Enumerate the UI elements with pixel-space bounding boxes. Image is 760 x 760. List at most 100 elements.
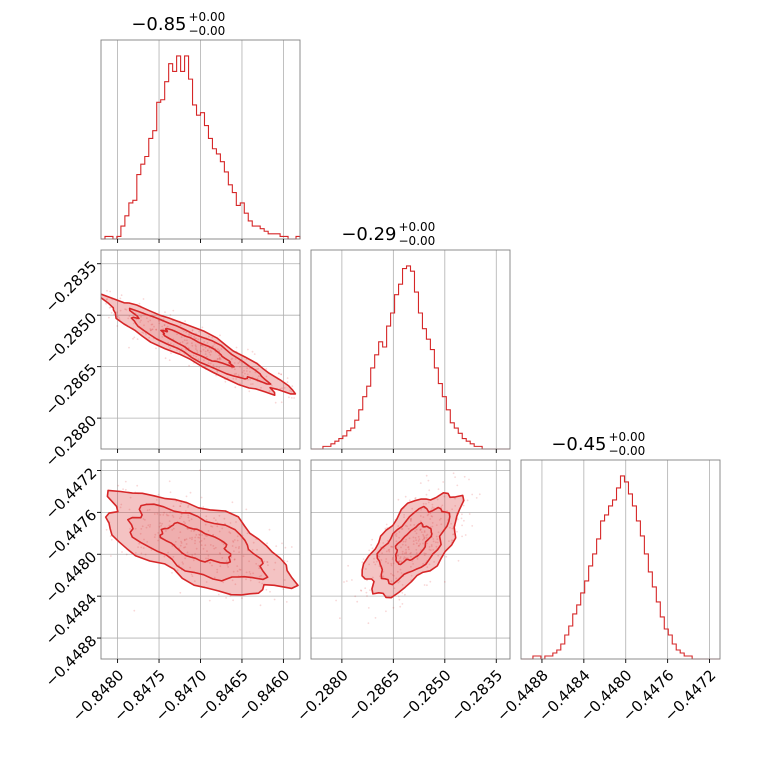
sample-point (205, 581, 208, 583)
sample-point (149, 319, 152, 322)
sample-point (168, 480, 171, 483)
sample-point (143, 324, 145, 327)
sample-point (204, 534, 207, 537)
sample-point (404, 593, 406, 596)
sample-point (180, 336, 183, 338)
sample-point (449, 526, 451, 529)
sample-point (170, 342, 172, 345)
sample-point (410, 565, 412, 568)
sample-point (372, 576, 374, 579)
sample-point (105, 298, 108, 301)
sample-point (178, 564, 180, 567)
sample-point (305, 626, 307, 628)
sample-point (390, 564, 393, 567)
sample-point (266, 542, 268, 545)
sample-point (365, 568, 367, 570)
sample-point (185, 495, 188, 498)
sample-point (392, 606, 395, 609)
sample-point (109, 290, 111, 293)
sample-point (409, 524, 412, 526)
sample-point (237, 374, 240, 376)
sample-point (165, 530, 167, 532)
sample-point (158, 319, 160, 322)
sample-point (231, 545, 234, 547)
sample-point (265, 375, 268, 378)
sample-point (91, 295, 93, 297)
sample-point (116, 311, 118, 314)
xtick-label-p1-1: −0.2865 (345, 666, 404, 725)
sample-point (157, 493, 160, 496)
sample-point (129, 496, 132, 499)
sample-point (231, 501, 234, 504)
sample-point (167, 341, 170, 344)
sample-point (378, 555, 381, 558)
sample-point (242, 555, 245, 558)
sample-point (413, 524, 416, 526)
sample-point (186, 339, 188, 342)
sample-point (167, 514, 170, 517)
sample-point (217, 348, 219, 351)
sample-point (172, 516, 175, 518)
contour-level-0 (104, 489, 299, 596)
sample-point (202, 547, 205, 550)
sample-point (162, 328, 165, 330)
ytick-label-p1-0: −0.2880 (42, 412, 101, 471)
title-p0-upper: +0.00 (189, 10, 226, 24)
sample-point (396, 570, 399, 573)
sample-point (410, 520, 412, 522)
sample-point (422, 502, 425, 505)
sample-point (141, 331, 144, 334)
sample-point (223, 517, 226, 520)
contour-level-2 (394, 522, 433, 566)
sample-point (289, 389, 291, 392)
pair-panel-p1-p2 (310, 459, 511, 663)
sample-point (201, 534, 203, 536)
sample-point (426, 533, 429, 536)
sample-point (180, 542, 183, 544)
sample-point (371, 547, 374, 550)
sample-point (116, 325, 119, 327)
sample-point (255, 368, 258, 371)
sample-point (238, 568, 241, 571)
sample-point (412, 540, 415, 542)
contour-level-0 (361, 492, 465, 599)
sample-point (404, 495, 407, 498)
sample-point (437, 488, 440, 491)
sample-point (212, 545, 215, 547)
sample-point (452, 472, 455, 475)
sample-point (209, 544, 212, 546)
sample-point (433, 507, 435, 510)
sample-point (415, 552, 418, 555)
sample-point (203, 359, 205, 362)
sample-point (168, 520, 171, 522)
sample-point (422, 533, 424, 536)
sample-point (153, 536, 156, 538)
sample-point (261, 582, 264, 585)
sample-point (274, 561, 277, 564)
sample-point (423, 537, 425, 539)
sample-point (403, 516, 405, 519)
xtick-label-p1-2: −0.2850 (396, 666, 455, 725)
sample-point (124, 308, 126, 310)
sample-point (399, 568, 402, 571)
sample-point (419, 529, 422, 532)
sample-point (236, 539, 239, 542)
sample-point (241, 597, 243, 599)
sample-point (191, 575, 194, 577)
sample-point (211, 345, 214, 348)
sample-point (280, 373, 282, 376)
sample-point (257, 564, 260, 567)
sample-point (195, 547, 198, 550)
sample-point (218, 354, 221, 357)
sample-point (184, 546, 187, 548)
sample-point (108, 316, 110, 319)
ytick-label-p1-2: −0.2850 (42, 309, 101, 368)
sample-point (208, 351, 211, 354)
sample-point (169, 347, 172, 350)
sample-point (194, 539, 197, 542)
sample-point (158, 322, 161, 325)
sample-point (271, 384, 273, 387)
sample-point (231, 579, 234, 582)
sample-point (410, 555, 412, 558)
sample-point (423, 584, 426, 586)
